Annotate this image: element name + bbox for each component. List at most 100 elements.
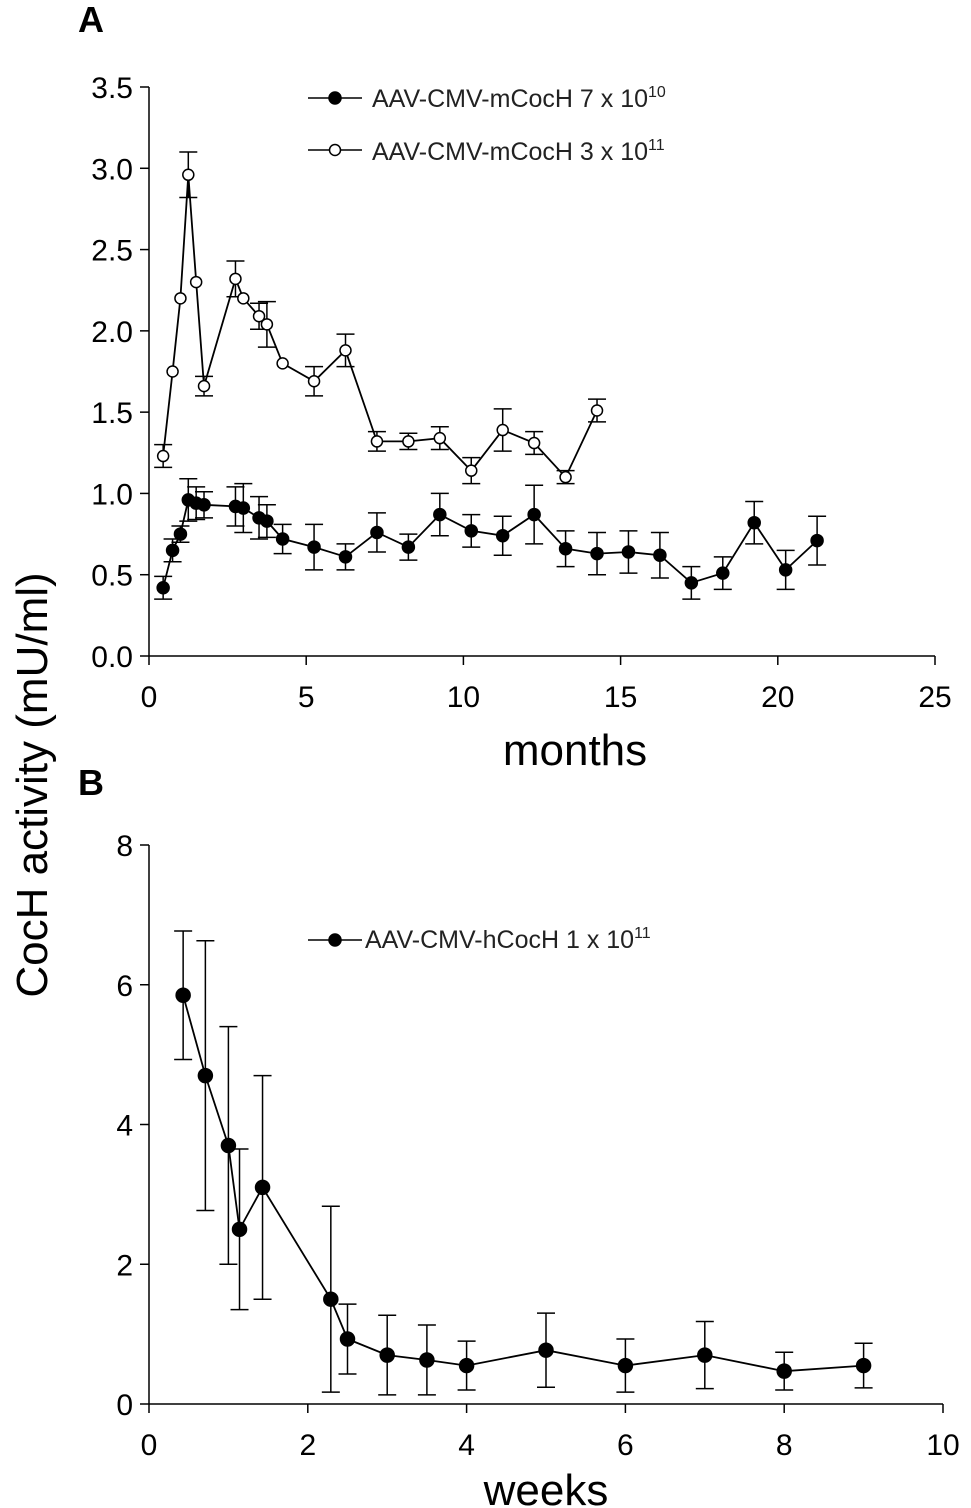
panel-a-data-point xyxy=(260,318,274,331)
panel-a-data-point xyxy=(716,566,730,580)
panel-b-data-point xyxy=(231,1221,248,1238)
legend-entry-series-3: AAV-CMV-hCocH 1 x 1011 xyxy=(365,925,651,954)
panel-a-data-point xyxy=(433,431,447,445)
panel-b-x-axis-title: weeks xyxy=(483,1466,609,1508)
panel-a-data-point xyxy=(653,548,667,562)
panel-b-data-point xyxy=(538,1342,554,1358)
panel-b-x-tick-label: 2 xyxy=(299,1429,316,1462)
panel-a-data-point xyxy=(252,309,266,323)
panel-a-data-point xyxy=(338,550,353,564)
panel-a-x-tick-label: 20 xyxy=(761,681,794,714)
panel-b-data-point xyxy=(776,1363,792,1379)
panel-a-data-point xyxy=(370,435,384,448)
panel-a-data-point xyxy=(465,464,478,477)
panel-a-y-tick-label: 2.0 xyxy=(91,316,133,349)
legend-marker-series-1 xyxy=(328,91,342,105)
panel-label-a: A xyxy=(78,0,104,40)
panel-a-y-tick-label: 0.0 xyxy=(91,641,133,674)
panel-b-x-tick-label: 8 xyxy=(776,1429,793,1462)
panel-b-data-point xyxy=(323,1291,339,1307)
panel-a-y-tick-label: 3.5 xyxy=(91,72,133,105)
panel-a-data-point xyxy=(166,365,179,378)
panel-b-y-tick-label: 6 xyxy=(116,970,133,1003)
panel-a-x-axis-title: months xyxy=(503,726,647,775)
panel-a-data-point xyxy=(621,545,636,559)
panel-a-data-point xyxy=(402,435,415,448)
panel-a-y-tick-label: 0.5 xyxy=(91,560,133,593)
panel-a-legend: AAV-CMV-mCocH 7 x 1010 AAV-CMV-mCocH 3 x… xyxy=(308,84,666,166)
panel-b-ticks: 0 2 4 6 8 0 2 4 6 8 10 xyxy=(116,830,959,1462)
legend-marker-series-3 xyxy=(328,933,342,947)
panel-a-data-point xyxy=(401,540,416,554)
panel-b-x-tick-label: 10 xyxy=(926,1429,959,1462)
panel-b-y-tick-label: 0 xyxy=(116,1389,133,1422)
panel-a-data-point xyxy=(189,275,203,289)
panel-b-x-tick-label: 0 xyxy=(141,1429,158,1462)
panel-a-y-tick-label: 2.5 xyxy=(91,235,133,268)
panel-a-data-point xyxy=(275,532,290,546)
panel-b-series xyxy=(174,930,873,1396)
legend-entry-series-2: AAV-CMV-mCocH 3 x 1011 xyxy=(372,137,665,166)
panel-a-data-point xyxy=(156,449,170,463)
panel-a-data-point xyxy=(173,527,188,541)
panel-a-ticks: 0.0 0.5 1.0 1.5 2.0 2.5 3.0 3.5 0 5 10 15 20 25 xyxy=(91,72,951,714)
panel-a-data-point xyxy=(307,540,321,554)
panel-label-b: B xyxy=(78,762,104,803)
panel-a-data-point xyxy=(527,436,541,450)
panel-b-data-point xyxy=(175,987,191,1003)
panel-a-data-point xyxy=(229,272,242,286)
panel-a-data-point xyxy=(590,546,604,561)
panel-a-data-point xyxy=(778,563,793,577)
panel-a-data-point xyxy=(260,514,274,528)
panel-a-x-tick-label: 0 xyxy=(141,681,158,714)
panel-b-legend: AAV-CMV-hCocH 1 x 1011 xyxy=(308,925,651,954)
panel-b-data-point xyxy=(220,1137,237,1154)
panel-a-data-point xyxy=(182,168,195,182)
panel-b-data-point xyxy=(617,1357,634,1374)
panel-b-x-tick-label: 6 xyxy=(617,1429,634,1462)
panel-b-y-tick-label: 4 xyxy=(116,1110,133,1143)
panel-a-data-point xyxy=(339,344,352,357)
panel-a-data-point xyxy=(197,498,211,512)
panel-a-x-tick-label: 25 xyxy=(918,681,951,714)
panel-a-y-tick-label: 3.0 xyxy=(91,153,133,186)
panel-b-data-point xyxy=(379,1347,395,1363)
panel-a-data-point xyxy=(276,357,289,370)
panel-a-series xyxy=(154,151,827,600)
panel-a-data-point xyxy=(433,507,447,522)
panel-b-data-point xyxy=(458,1357,475,1374)
panel-a-data-point xyxy=(174,292,187,305)
panel-a-chart: 0.0 0.5 1.0 1.5 2.0 2.5 3.0 3.5 0 5 10 15 20 25 month… xyxy=(91,72,951,775)
panel-a-x-tick-label: 5 xyxy=(298,681,315,714)
panel-a-data-point xyxy=(495,528,510,543)
y-axis-title: CocH activity (mU/ml) xyxy=(8,572,57,997)
panel-a-data-point xyxy=(156,580,170,595)
panel-a-data-point xyxy=(237,292,250,305)
panel-a-x-tick-label: 10 xyxy=(447,681,480,714)
panel-a-data-point xyxy=(590,404,604,417)
panel-b-data-point xyxy=(697,1347,713,1363)
panel-b-data-point xyxy=(855,1357,872,1374)
panel-b-data-point xyxy=(254,1179,271,1196)
panel-a-data-point xyxy=(496,423,509,437)
panel-b-y-tick-label: 2 xyxy=(116,1249,133,1282)
panel-a-data-point xyxy=(810,533,824,548)
panel-a-data-point xyxy=(307,375,321,388)
panel-a-data-point xyxy=(370,525,384,540)
panel-a-data-point xyxy=(165,543,180,558)
panel-a-data-point xyxy=(558,541,573,556)
panel-b-data-point xyxy=(197,1067,214,1084)
legend-entry-series-1: AAV-CMV-mCocH 7 x 1010 xyxy=(372,84,666,113)
panel-a-data-point xyxy=(527,507,541,522)
panel-a-data-point xyxy=(197,379,211,393)
legend-marker-series-2 xyxy=(328,143,342,157)
panel-b-chart: 0 2 4 6 8 0 2 4 6 8 10 weeks AAV-CMV-hCocH 1 x 101… xyxy=(116,830,959,1508)
panel-a-data-point xyxy=(464,524,479,538)
panel-a-y-tick-label: 1.0 xyxy=(91,478,133,511)
panel-a-data-point xyxy=(684,576,699,590)
panel-b-data-point xyxy=(339,1331,356,1347)
panel-a-data-point xyxy=(236,501,251,515)
panel-b-series-line xyxy=(182,994,864,1373)
panel-a-data-point xyxy=(747,515,761,530)
